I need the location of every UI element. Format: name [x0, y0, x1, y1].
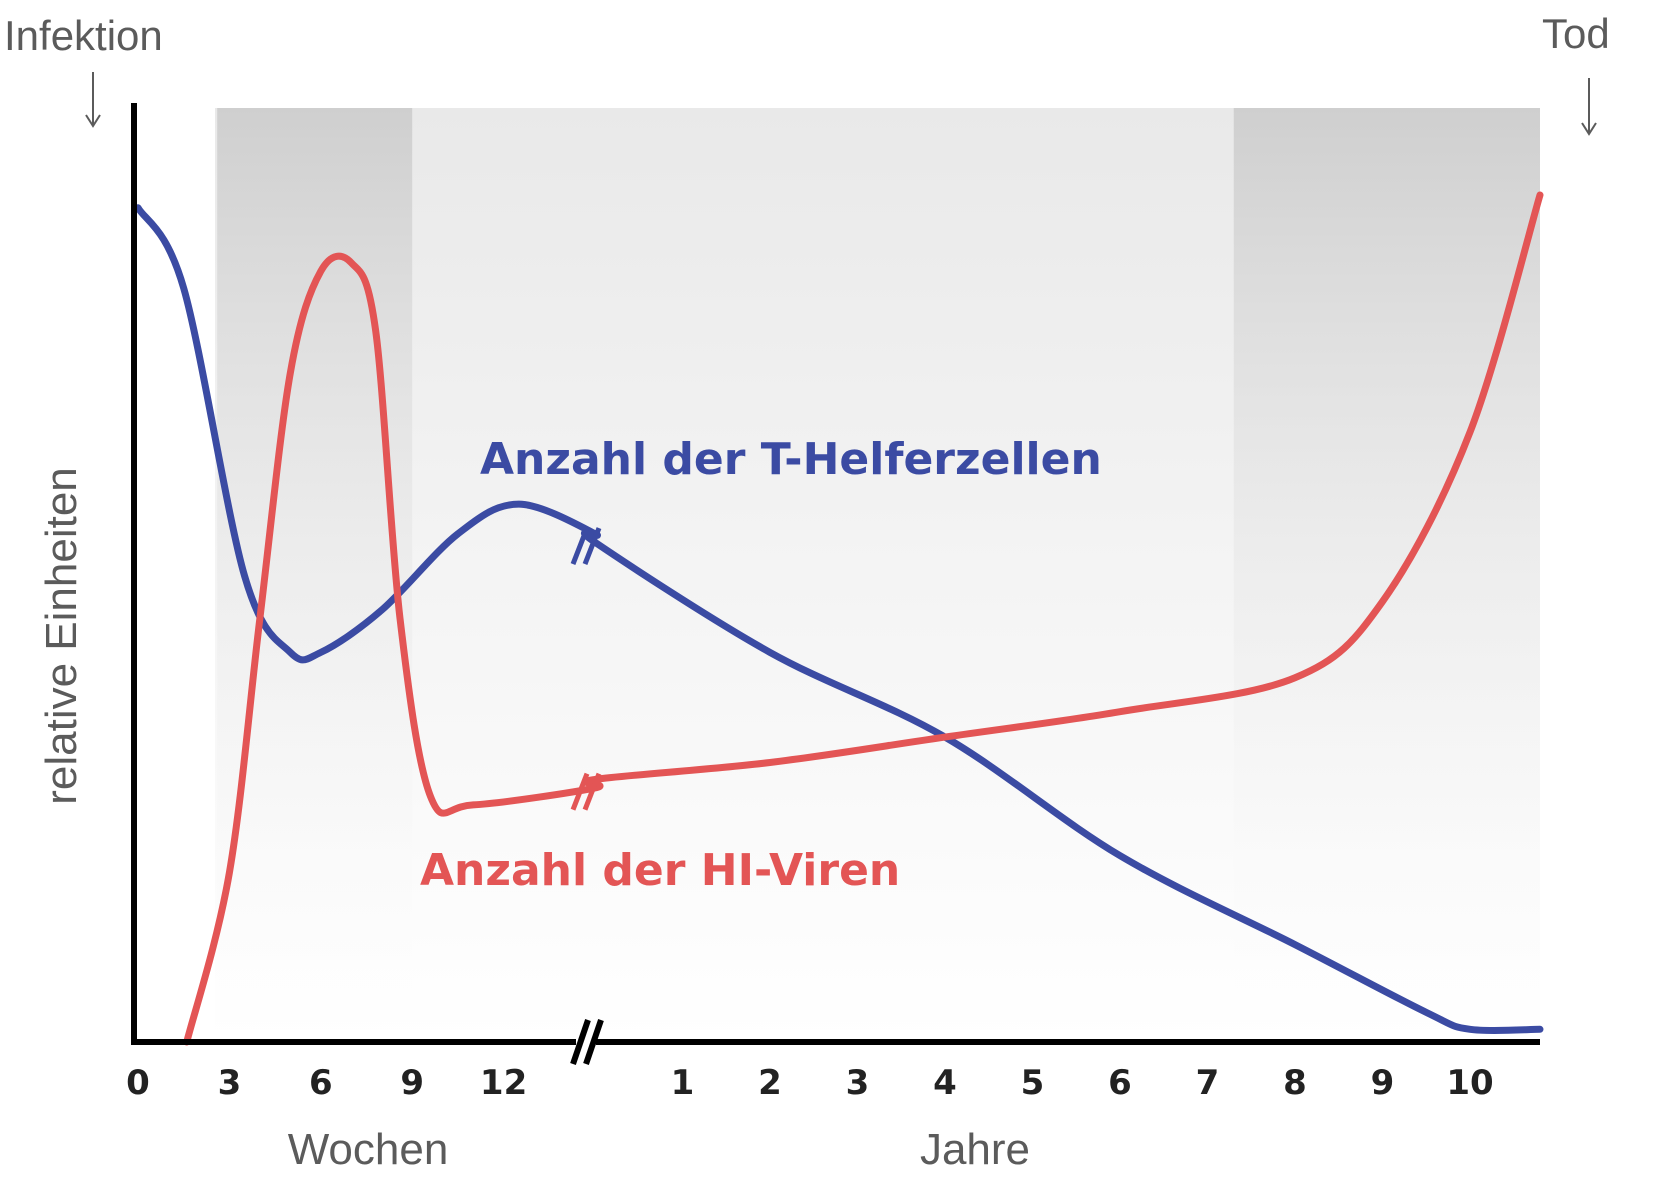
axes	[131, 103, 1540, 1065]
axis-break-mark	[570, 1019, 604, 1065]
x-tick-label: 9	[1371, 1063, 1395, 1103]
x-tick-label: 0	[126, 1063, 150, 1103]
x-tick-label: 10	[1446, 1063, 1493, 1103]
annotation-tod: Tod	[1542, 10, 1610, 57]
x-tick-label: 1	[671, 1063, 695, 1103]
x-tick-label: 5	[1021, 1063, 1045, 1103]
down-arrow-icon	[85, 72, 101, 128]
x-tick-label: 3	[846, 1063, 870, 1103]
down-arrow-icon	[1581, 78, 1597, 136]
x-axis-label-weeks: Wochen	[288, 1125, 449, 1174]
shaded-phases	[217, 108, 1540, 1042]
x-tick-label: 8	[1283, 1063, 1307, 1103]
annotation-infektion: Infektion	[4, 12, 163, 59]
x-tick-label: 4	[933, 1063, 957, 1103]
series-lines	[134, 191, 1544, 1046]
series-line-2	[183, 191, 1544, 1046]
x-tick-label: 3	[218, 1063, 242, 1103]
x-tick-label: 12	[480, 1063, 527, 1103]
tick-labels: 0 3 6 9 12 1 2 3 4 5 6 7 8 9 10	[126, 1063, 1494, 1103]
x-tick-label: 6	[309, 1063, 333, 1103]
series-label-hi-virus: Anzahl der HI-Viren	[420, 845, 900, 896]
series-label-t-helper: Anzahl der T-Helferzellen	[480, 434, 1102, 485]
shaded-phase-1	[217, 108, 413, 1042]
x-tick-label: 6	[1108, 1063, 1132, 1103]
series-break-mark	[570, 527, 602, 565]
series-break-mark	[570, 772, 602, 811]
x-tick-label: 7	[1196, 1063, 1220, 1103]
x-axis-label-years: Jahre	[920, 1125, 1030, 1174]
shaded-phase-2	[1233, 108, 1540, 1042]
x-tick-label: 9	[400, 1063, 424, 1103]
y-axis-label: relative Einheiten	[37, 467, 86, 805]
x-tick-label: 2	[758, 1063, 782, 1103]
